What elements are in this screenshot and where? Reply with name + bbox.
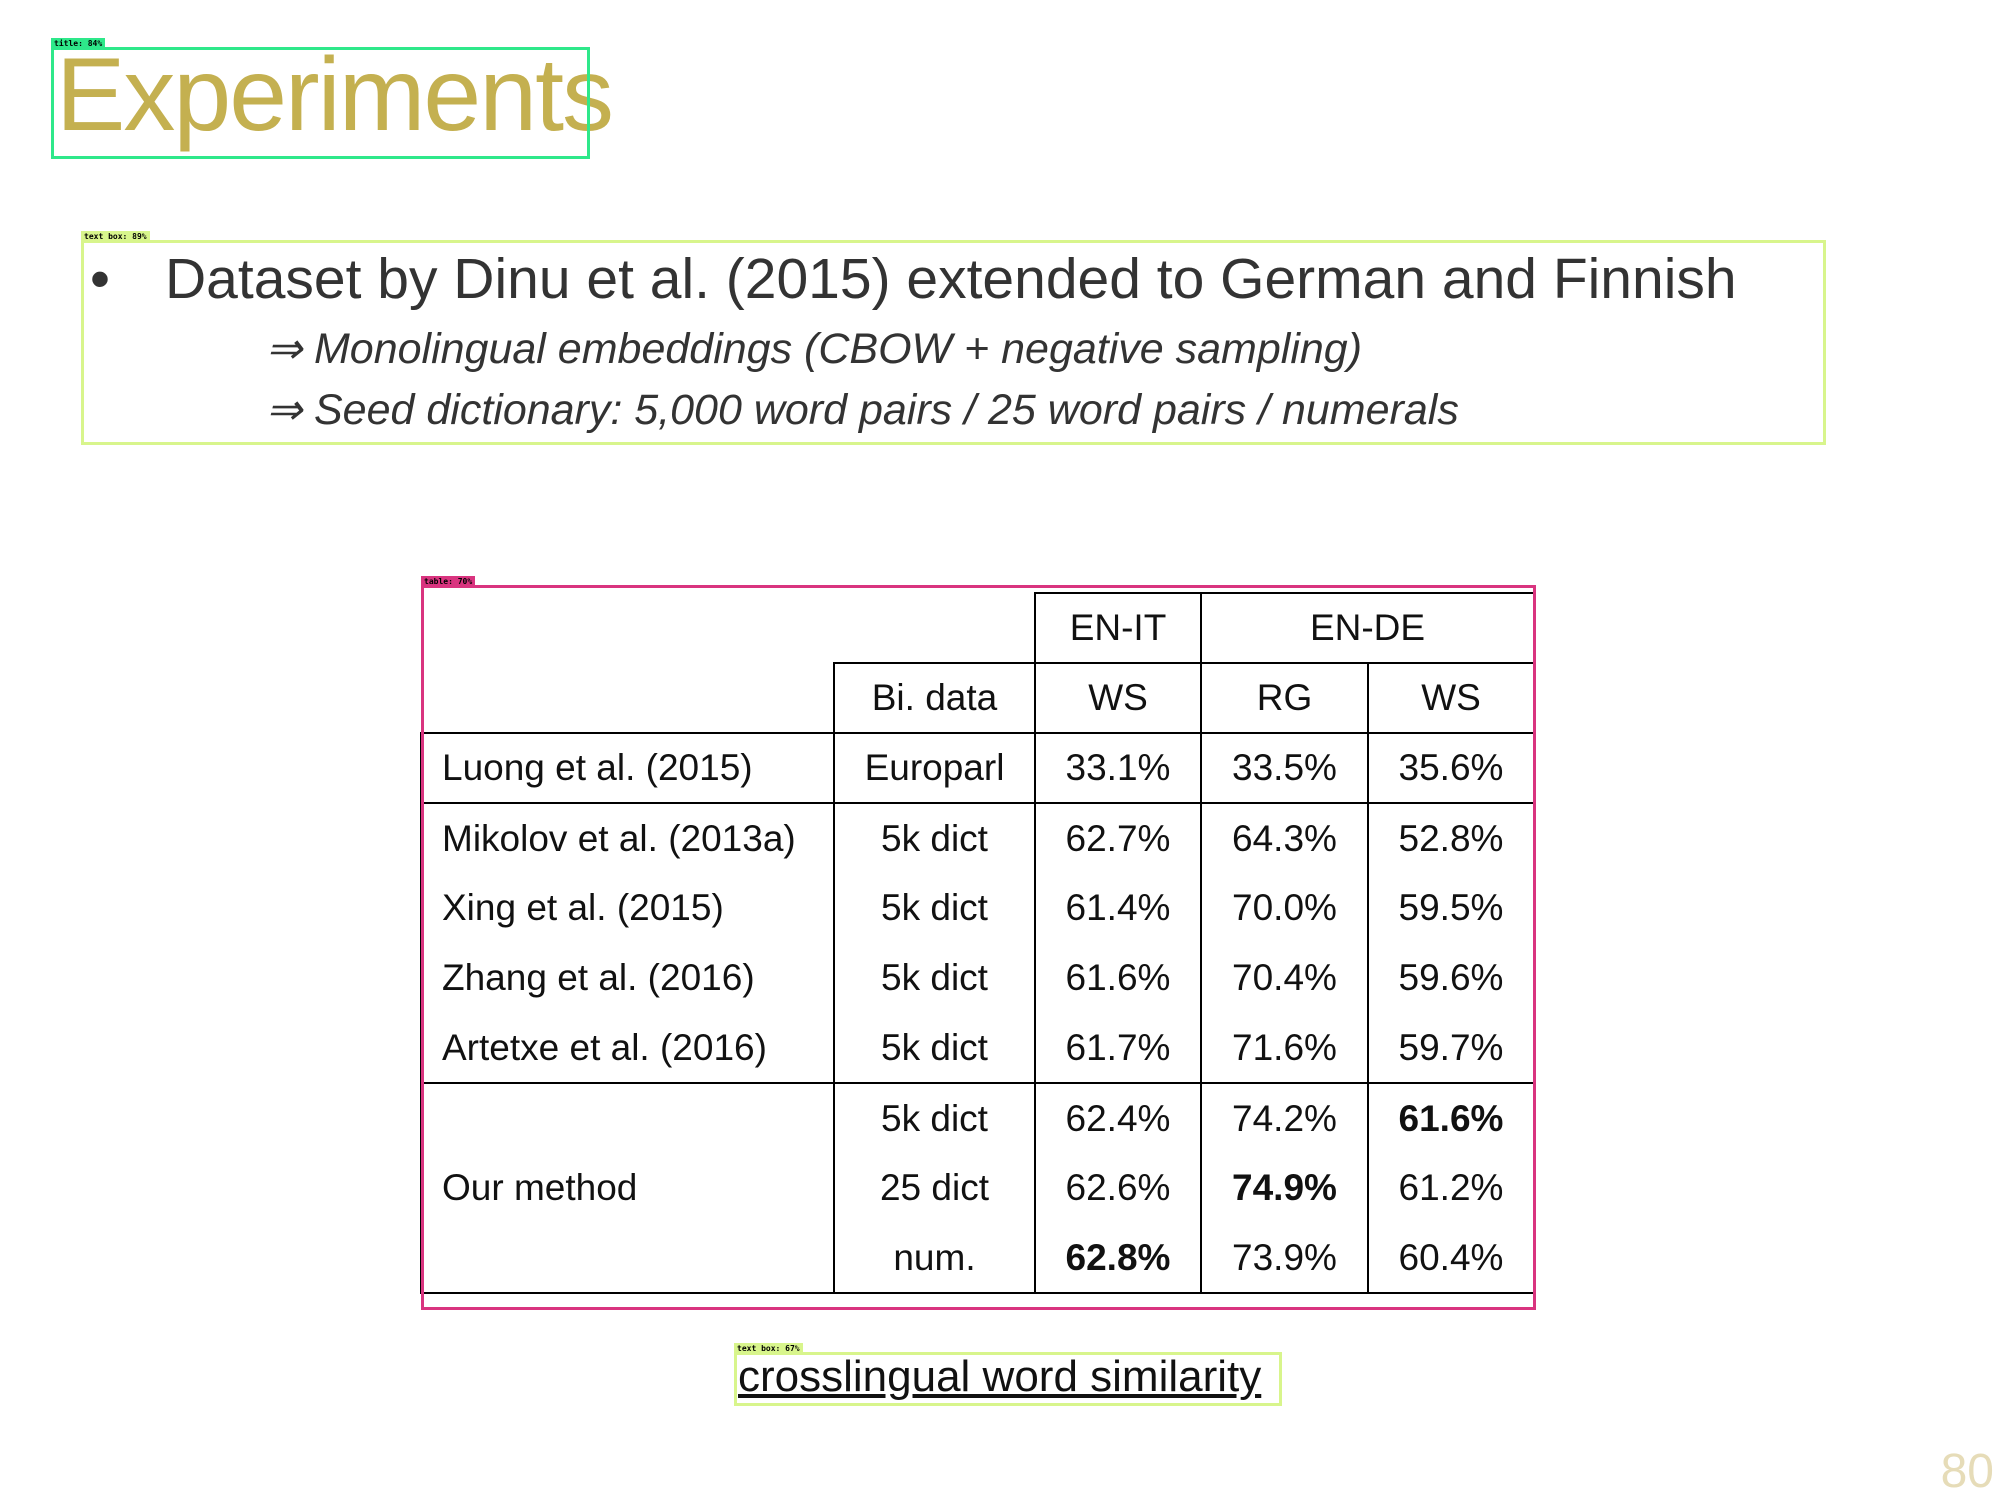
en-it-ws-cell: 62.7%: [1034, 803, 1202, 873]
detection-box-text: text box: 89%: [81, 231, 1826, 445]
bullet-text: Dataset by Dinu et al. (2015) extended t…: [165, 247, 1737, 311]
bi-data-cell: 5k dict: [833, 1082, 1035, 1153]
method-cell: Mikolov et al. (2013a): [420, 803, 834, 873]
detection-box-title: title: 84%: [51, 38, 590, 159]
table-row: Zhang et al. (2016) 5k dict 61.6% 70.4% …: [420, 943, 1535, 1013]
table-row: Mikolov et al. (2013a) 5k dict 62.7% 64.…: [420, 803, 1535, 873]
en-de-ws-cell: 59.7%: [1368, 1013, 1535, 1083]
en-de-rg-cell: 70.0%: [1201, 873, 1369, 943]
bi-data-cell: 25 dict: [833, 1153, 1035, 1223]
en-it-ws-cell: 62.4%: [1034, 1082, 1202, 1153]
en-it-ws-cell: 62.6%: [1034, 1153, 1202, 1223]
method-cell: Artetxe et al. (2016): [420, 1013, 834, 1083]
bullet-point: • Dataset by Dinu et al. (2015) extended …: [90, 247, 1737, 311]
results-table: EN-IT EN-DE Bi. data WS RG WS Luong et a…: [420, 592, 1535, 1294]
table-row-our-method: Our method 5k dict 62.4% 74.2% 61.6%: [420, 1082, 1535, 1294]
bi-data-cell: 5k dict: [833, 943, 1035, 1013]
en-de-rg-cell: 73.9%: [1201, 1223, 1369, 1294]
group-header-en-de: EN-DE: [1201, 592, 1535, 664]
table-row-our-method: num. 62.8% 73.9% 60.4%: [421, 1223, 1535, 1294]
en-de-ws-cell: 61.2%: [1368, 1153, 1535, 1223]
en-de-rg-cell-best: 74.9%: [1201, 1153, 1369, 1223]
bi-data-cell: num.: [833, 1223, 1035, 1294]
bi-data-cell: 5k dict: [833, 803, 1035, 873]
bi-data-cell: 5k dict: [833, 873, 1035, 943]
en-it-ws-cell: 61.7%: [1034, 1013, 1202, 1083]
en-it-ws-cell: 61.4%: [1034, 873, 1202, 943]
table-row: Xing et al. (2015) 5k dict 61.4% 70.0% 5…: [420, 873, 1535, 943]
group-header-en-it: EN-IT: [1034, 592, 1202, 664]
table-row-our-method: 25 dict 62.6% 74.9% 61.2%: [421, 1153, 1535, 1223]
bi-data-cell: 5k dict: [833, 1013, 1035, 1083]
table-column-header-row: Bi. data WS RG WS: [421, 662, 1535, 734]
method-cell: Luong et al. (2015): [420, 732, 834, 804]
method-cell: Xing et al. (2015): [420, 873, 834, 943]
table-row: Artetxe et al. (2016) 5k dict 61.7% 71.6…: [420, 1013, 1535, 1083]
sub-point-seed-dictionary: ⇒ Seed dictionary: 5,000 word pairs / 25…: [266, 386, 1459, 434]
detection-label: text box: 67%: [734, 1343, 803, 1354]
en-de-ws-cell: 52.8%: [1368, 803, 1535, 873]
column-header-en-it-ws: WS: [1034, 663, 1202, 734]
en-de-ws-cell: 35.6%: [1368, 733, 1535, 804]
column-header-en-de-ws: WS: [1368, 663, 1535, 734]
table-caption-link[interactable]: crosslingual word similarity: [738, 1352, 1262, 1401]
en-de-rg-cell: 33.5%: [1201, 733, 1369, 804]
en-it-ws-cell: 33.1%: [1034, 733, 1202, 804]
en-de-rg-cell: 74.2%: [1201, 1082, 1369, 1153]
page-number: 80: [1940, 1445, 1994, 1498]
detection-box-table: table: 70%: [421, 576, 1536, 1310]
en-it-ws-cell: 61.6%: [1034, 943, 1202, 1013]
en-de-ws-cell: 59.6%: [1368, 943, 1535, 1013]
en-de-ws-cell-best: 61.6%: [1368, 1082, 1535, 1153]
detection-label: title: 84%: [51, 38, 106, 49]
sub-point-embeddings: ⇒ Monolingual embeddings (CBOW + negativ…: [266, 325, 1363, 373]
detection-label: table: 70%: [421, 576, 476, 587]
detection-label: text box: 89%: [81, 231, 150, 242]
column-header-bi-data: Bi. data: [833, 662, 1035, 734]
method-cell-our-method: Our method: [420, 1082, 834, 1294]
method-cell: Zhang et al. (2016): [420, 943, 834, 1013]
column-header-en-de-rg: RG: [1201, 663, 1369, 734]
en-de-rg-cell: 64.3%: [1201, 803, 1369, 873]
table-row: Luong et al. (2015) Europarl 33.1% 33.5%…: [420, 732, 1535, 804]
en-it-ws-cell-best: 62.8%: [1034, 1223, 1202, 1294]
en-de-rg-cell: 70.4%: [1201, 943, 1369, 1013]
bi-data-cell: Europarl: [833, 733, 1035, 804]
en-de-ws-cell: 60.4%: [1368, 1223, 1535, 1294]
detection-box-caption: text box: 67%: [734, 1343, 1282, 1406]
en-de-rg-cell: 71.6%: [1201, 1013, 1369, 1083]
table-group-header-row: EN-IT EN-DE: [421, 592, 1535, 664]
bullet-dot: •: [90, 247, 110, 311]
slide-title: Experiments: [56, 37, 614, 153]
